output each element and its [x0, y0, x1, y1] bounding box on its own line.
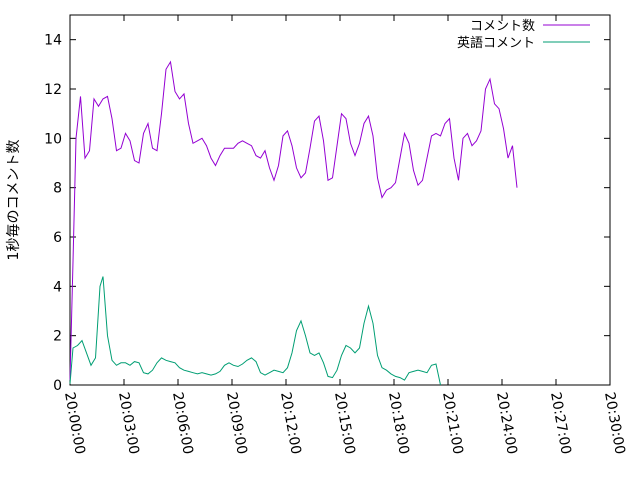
y-tick-label: 0 — [53, 378, 62, 394]
y-axis-label: 1秒毎のコメント数 — [6, 140, 22, 261]
series-1 — [69, 276, 441, 386]
legend-label: 英語コメント — [457, 35, 535, 51]
series-layer — [69, 60, 518, 386]
y-tick-label: 4 — [53, 279, 62, 295]
y-tick-label: 2 — [53, 329, 62, 345]
y-tick-label: 12 — [44, 82, 62, 98]
series-0 — [69, 60, 518, 381]
series-line — [69, 60, 518, 381]
y-axis: 0 2 4 6 8 10 12 14 — [44, 33, 610, 394]
y-tick-label: 10 — [44, 131, 62, 147]
series-line — [69, 276, 441, 386]
y-tick-label: 6 — [53, 230, 62, 246]
y-tick-label: 8 — [53, 181, 62, 197]
legend-label: コメント数 — [470, 19, 535, 34]
y-tick-label: 14 — [44, 33, 62, 49]
